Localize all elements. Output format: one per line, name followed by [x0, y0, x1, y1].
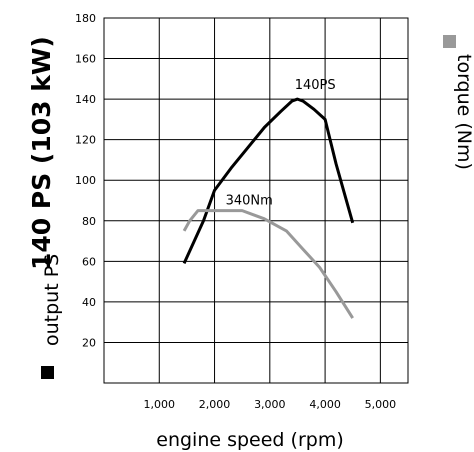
x-tick-label: 2,000	[199, 398, 231, 411]
y-axis-label: output PS	[41, 254, 63, 346]
x-tick-label: 3,000	[254, 398, 286, 411]
torque-peak-annotation: 340Nm	[226, 194, 273, 209]
grid-layer	[103, 17, 409, 384]
x-tick-label: 4,000	[309, 398, 341, 411]
annotation-layer: 140PS 340Nm	[226, 78, 336, 209]
output-series-line	[182, 97, 355, 265]
y-tick-label: 140	[75, 93, 96, 106]
output-peak-annotation: 140PS	[295, 78, 336, 93]
series-layer	[182, 97, 355, 319]
y-tick-label: 40	[82, 296, 96, 309]
torque-legend-marker	[443, 35, 456, 48]
x-tick-label: 1,000	[144, 398, 176, 411]
x-tick-label: 5,000	[365, 398, 397, 411]
secondary-y-axis-label: torque (Nm)	[453, 54, 474, 170]
plot-border	[103, 17, 409, 384]
y-tick-label: 120	[75, 134, 96, 147]
y-tick-label: 60	[82, 255, 96, 268]
torque-series-line	[182, 209, 354, 319]
y-tick-label: 80	[82, 215, 96, 228]
chart-title: 140 PS (103 kW)	[27, 36, 56, 270]
x-axis-label: engine speed (rpm)	[156, 429, 344, 451]
y-tick-label: 160	[75, 53, 96, 66]
y-tick-label: 100	[75, 174, 96, 187]
y-tick-label: 180	[75, 12, 96, 25]
y-tick-label: 20	[82, 336, 96, 349]
tick-layer: 1,000 2,000 3,000 4,000 5,000 20 40 60 80 100 120 1…	[75, 12, 396, 411]
output-legend-marker	[41, 366, 54, 379]
